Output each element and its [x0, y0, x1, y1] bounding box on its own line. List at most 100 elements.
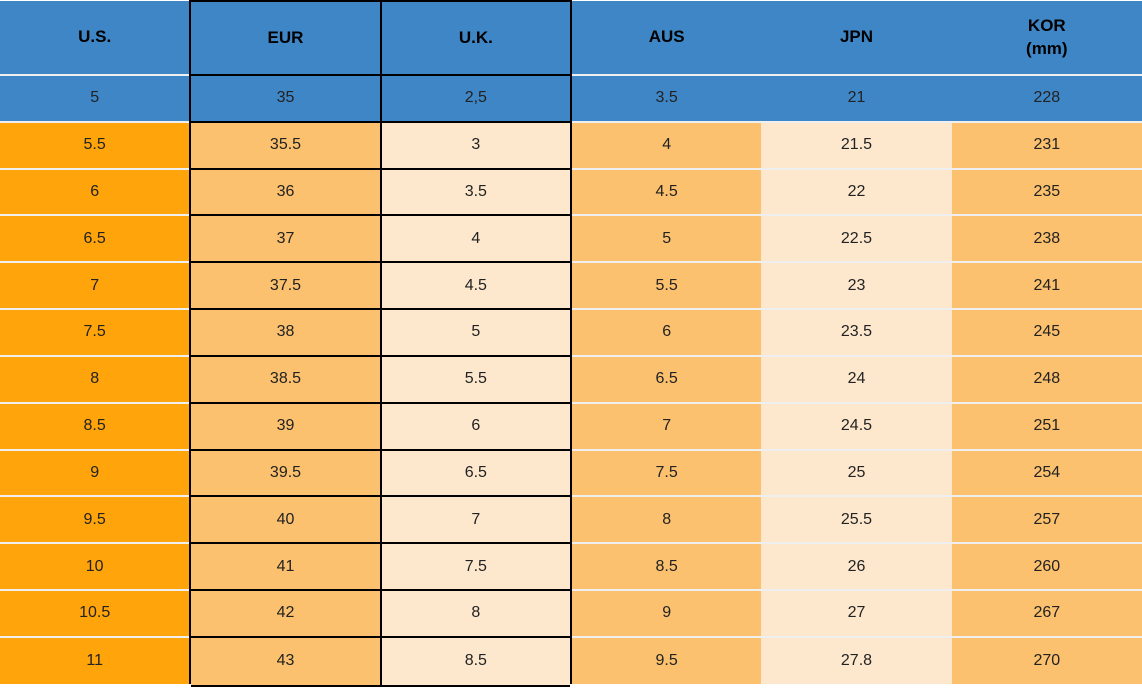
cell-uk: 5.5 — [379, 354, 572, 404]
table-body: 5 35 2,5 3.5 21 228 5.5 35.5 3 4 21.5 231 6 36 3.5 4.5 2… — [0, 74, 1142, 688]
column-header-label: EUR — [267, 27, 304, 47]
cell-kor: 267 — [951, 588, 1142, 637]
cell-aus: 5 — [570, 214, 762, 263]
cell-jpn: 23.5 — [761, 308, 952, 356]
table-row: 5.5 35.5 3 4 21.5 231 — [0, 120, 1142, 170]
cell-kor: 241 — [951, 261, 1142, 310]
table-row: 9 39.5 6.5 7.5 25 254 — [0, 448, 1142, 498]
column-header-jpn: JPN — [761, 1, 952, 75]
cell-uk: 2,5 — [379, 74, 572, 123]
cell-kor: 228 — [951, 74, 1142, 122]
column-header-label: U.S. — [78, 27, 112, 47]
cell-aus: 7.5 — [570, 448, 762, 497]
column-header-label: KOR — [1027, 16, 1066, 36]
cell-uk: 3.5 — [379, 167, 572, 217]
cell-us: 5 — [0, 74, 191, 122]
table-row: 9.5 40 7 8 25.5 257 — [0, 495, 1142, 545]
cell-us: 7 — [0, 261, 191, 310]
cell-eur: 35.5 — [189, 120, 382, 170]
cell-us: 9.5 — [0, 495, 191, 544]
cell-kor: 254 — [951, 448, 1142, 497]
cell-jpn: 21.5 — [761, 120, 952, 169]
cell-us: 7.5 — [0, 308, 191, 356]
cell-uk: 5 — [379, 308, 572, 357]
table-row: 10.5 42 8 9 27 267 — [0, 588, 1142, 638]
cell-jpn: 24.5 — [761, 401, 952, 450]
cell-us: 10 — [0, 542, 191, 590]
cell-us: 9 — [0, 448, 191, 497]
column-header-label: JPN — [839, 27, 874, 47]
column-header-eur: EUR — [189, 0, 382, 76]
cell-kor: 238 — [951, 214, 1142, 263]
table-row: 7 37.5 4.5 5.5 23 241 — [0, 261, 1142, 311]
cell-eur: 38 — [189, 308, 382, 357]
cell-jpn: 22 — [761, 167, 952, 216]
cell-uk: 6.5 — [379, 448, 572, 498]
cell-kor: 270 — [951, 635, 1142, 688]
cell-uk: 6 — [379, 401, 572, 451]
cell-jpn: 27.8 — [761, 635, 952, 688]
cell-eur: 43 — [189, 635, 382, 688]
cell-eur: 37.5 — [189, 261, 382, 311]
cell-kor: 257 — [951, 495, 1142, 544]
cell-kor: 231 — [951, 120, 1142, 169]
cell-eur: 42 — [189, 588, 382, 638]
cell-aus: 4.5 — [570, 167, 762, 216]
column-header-kor: KOR (mm) — [951, 1, 1142, 75]
cell-aus: 4 — [570, 120, 762, 169]
cell-uk: 8 — [379, 588, 572, 638]
column-header-label: U.K. — [458, 27, 493, 47]
table-row: 10 41 7.5 8.5 26 260 — [0, 542, 1142, 591]
cell-eur: 39.5 — [189, 448, 382, 498]
cell-kor: 251 — [951, 401, 1142, 450]
cell-aus: 8 — [570, 495, 762, 544]
cell-jpn: 22.5 — [761, 214, 952, 263]
cell-uk: 8.5 — [379, 635, 572, 688]
cell-jpn: 27 — [761, 588, 952, 637]
cell-aus: 9.5 — [570, 635, 762, 688]
cell-aus: 3.5 — [570, 74, 762, 122]
column-header-label: AUS — [648, 27, 685, 47]
column-header-us: U.S. — [0, 1, 191, 75]
header-row: U.S. EUR U.K. AUS JPN KOR (mm) — [0, 0, 1142, 76]
cell-us: 8.5 — [0, 401, 191, 450]
cell-aus: 7 — [570, 401, 762, 450]
cell-kor: 245 — [951, 308, 1142, 356]
cell-uk: 7.5 — [379, 542, 572, 591]
column-header-uk: U.K. — [379, 0, 572, 76]
cell-kor: 248 — [951, 354, 1142, 403]
cell-us: 5.5 — [0, 120, 191, 169]
table-row: 7.5 38 5 6 23.5 245 — [0, 308, 1142, 357]
cell-us: 6.5 — [0, 214, 191, 263]
cell-eur: 35 — [189, 74, 382, 123]
table-row: 8.5 39 6 7 24.5 251 — [0, 401, 1142, 451]
cell-uk: 4 — [379, 214, 572, 264]
cell-eur: 41 — [189, 542, 382, 591]
cell-uk: 3 — [379, 120, 572, 170]
cell-us: 10.5 — [0, 588, 191, 637]
cell-us: 6 — [0, 167, 191, 216]
cell-aus: 9 — [570, 588, 762, 637]
cell-aus: 8.5 — [570, 542, 762, 590]
cell-jpn: 25 — [761, 448, 952, 497]
cell-jpn: 24 — [761, 354, 952, 403]
cell-uk: 7 — [379, 495, 572, 545]
cell-jpn: 25.5 — [761, 495, 952, 544]
cell-kor: 260 — [951, 542, 1142, 590]
table-row: 11 43 8.5 9.5 27.8 270 — [0, 635, 1142, 688]
table-row: 6 36 3.5 4.5 22 235 — [0, 167, 1142, 217]
cell-uk: 4.5 — [379, 261, 572, 311]
cell-jpn: 21 — [761, 74, 952, 122]
cell-kor: 235 — [951, 167, 1142, 216]
cell-eur: 36 — [189, 167, 382, 217]
cell-us: 8 — [0, 354, 191, 403]
table-row: 6.5 37 4 5 22.5 238 — [0, 214, 1142, 264]
column-header-aus: AUS — [570, 1, 762, 75]
cell-jpn: 26 — [761, 542, 952, 590]
cell-us: 11 — [0, 635, 191, 688]
table-row-highlight: 5 35 2,5 3.5 21 228 — [0, 74, 1142, 123]
cell-jpn: 23 — [761, 261, 952, 310]
cell-aus: 6 — [570, 308, 762, 356]
cell-aus: 6.5 — [570, 354, 762, 403]
